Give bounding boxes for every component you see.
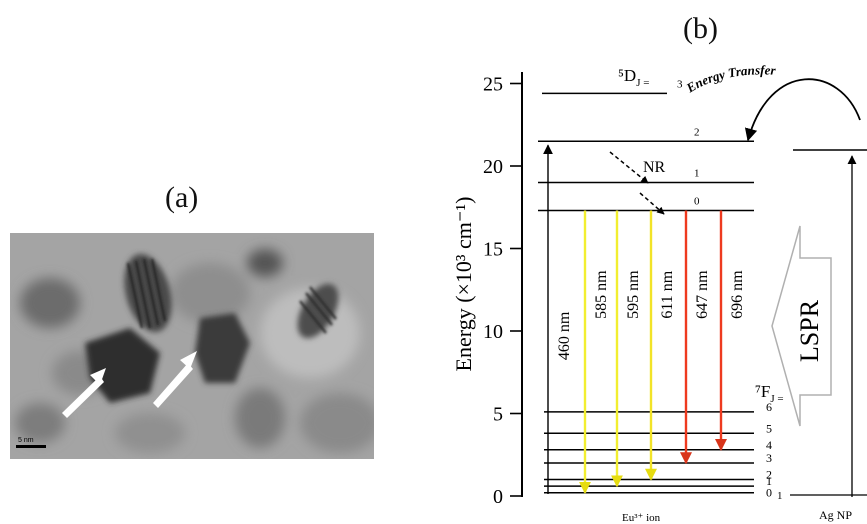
panel-b-label: (b) (683, 12, 718, 45)
lower-level-j-label: 6 (766, 400, 772, 414)
y-axis-title: Energy (×10³ cm⁻¹) (451, 197, 476, 372)
energy-transfer-label: Energy Transfer (683, 62, 777, 96)
lower-level-j-label: 1 (766, 474, 772, 488)
upper-level-j-label: 2 (694, 126, 700, 138)
lower-manifold-label: ⁷FJ = (755, 382, 784, 405)
tem-micrograph-image: 5 nm (10, 233, 374, 459)
nr-label: NR (643, 159, 666, 176)
emission-label: 647 nm (694, 270, 711, 319)
lower-level-j-label: 2 (766, 468, 772, 482)
emission-label: 585 nm (593, 270, 610, 319)
y-tick-label: 15 (483, 239, 503, 261)
lower-level-j-label: 5 (766, 421, 772, 435)
nr-arrow-lower (639, 192, 665, 215)
lower-level-j-label: 3 (766, 451, 772, 465)
lower-level-j-label: 0 (766, 486, 772, 500)
emission-label: 595 nm (625, 270, 642, 319)
upper-level-j-label: 3 (677, 78, 683, 90)
upper-level-j-label: 0 (694, 196, 700, 208)
eu-ion-label: Eu³⁺ ion (622, 512, 661, 524)
y-tick-label: 25 (483, 74, 503, 96)
upper-manifold-label: ⁵DJ = (618, 66, 649, 89)
lspr-block-arrow (771, 225, 832, 427)
scale-bar-label: 5 nm (18, 437, 34, 444)
energy-transfer-arrow (744, 78, 861, 142)
upper-level-j-label: 1 (694, 168, 700, 180)
y-tick-label: 5 (493, 404, 503, 426)
panel-a-label: (a) (165, 181, 199, 214)
emission-label: 696 nm (729, 270, 746, 319)
lower-level-j-label: 4 (766, 438, 772, 452)
excitation-label: 460 nm (556, 311, 573, 360)
y-tick-label: 10 (483, 321, 503, 343)
ag-np-label: Ag NP (819, 508, 852, 522)
ag-zero-label: 1 (777, 490, 783, 502)
y-tick-label: 0 (493, 486, 503, 508)
y-tick-label: 20 (483, 156, 503, 178)
emission-label: 611 nm (659, 270, 676, 318)
nr-arrow-upper (609, 151, 649, 184)
lspr-label: LSPR (795, 299, 824, 362)
